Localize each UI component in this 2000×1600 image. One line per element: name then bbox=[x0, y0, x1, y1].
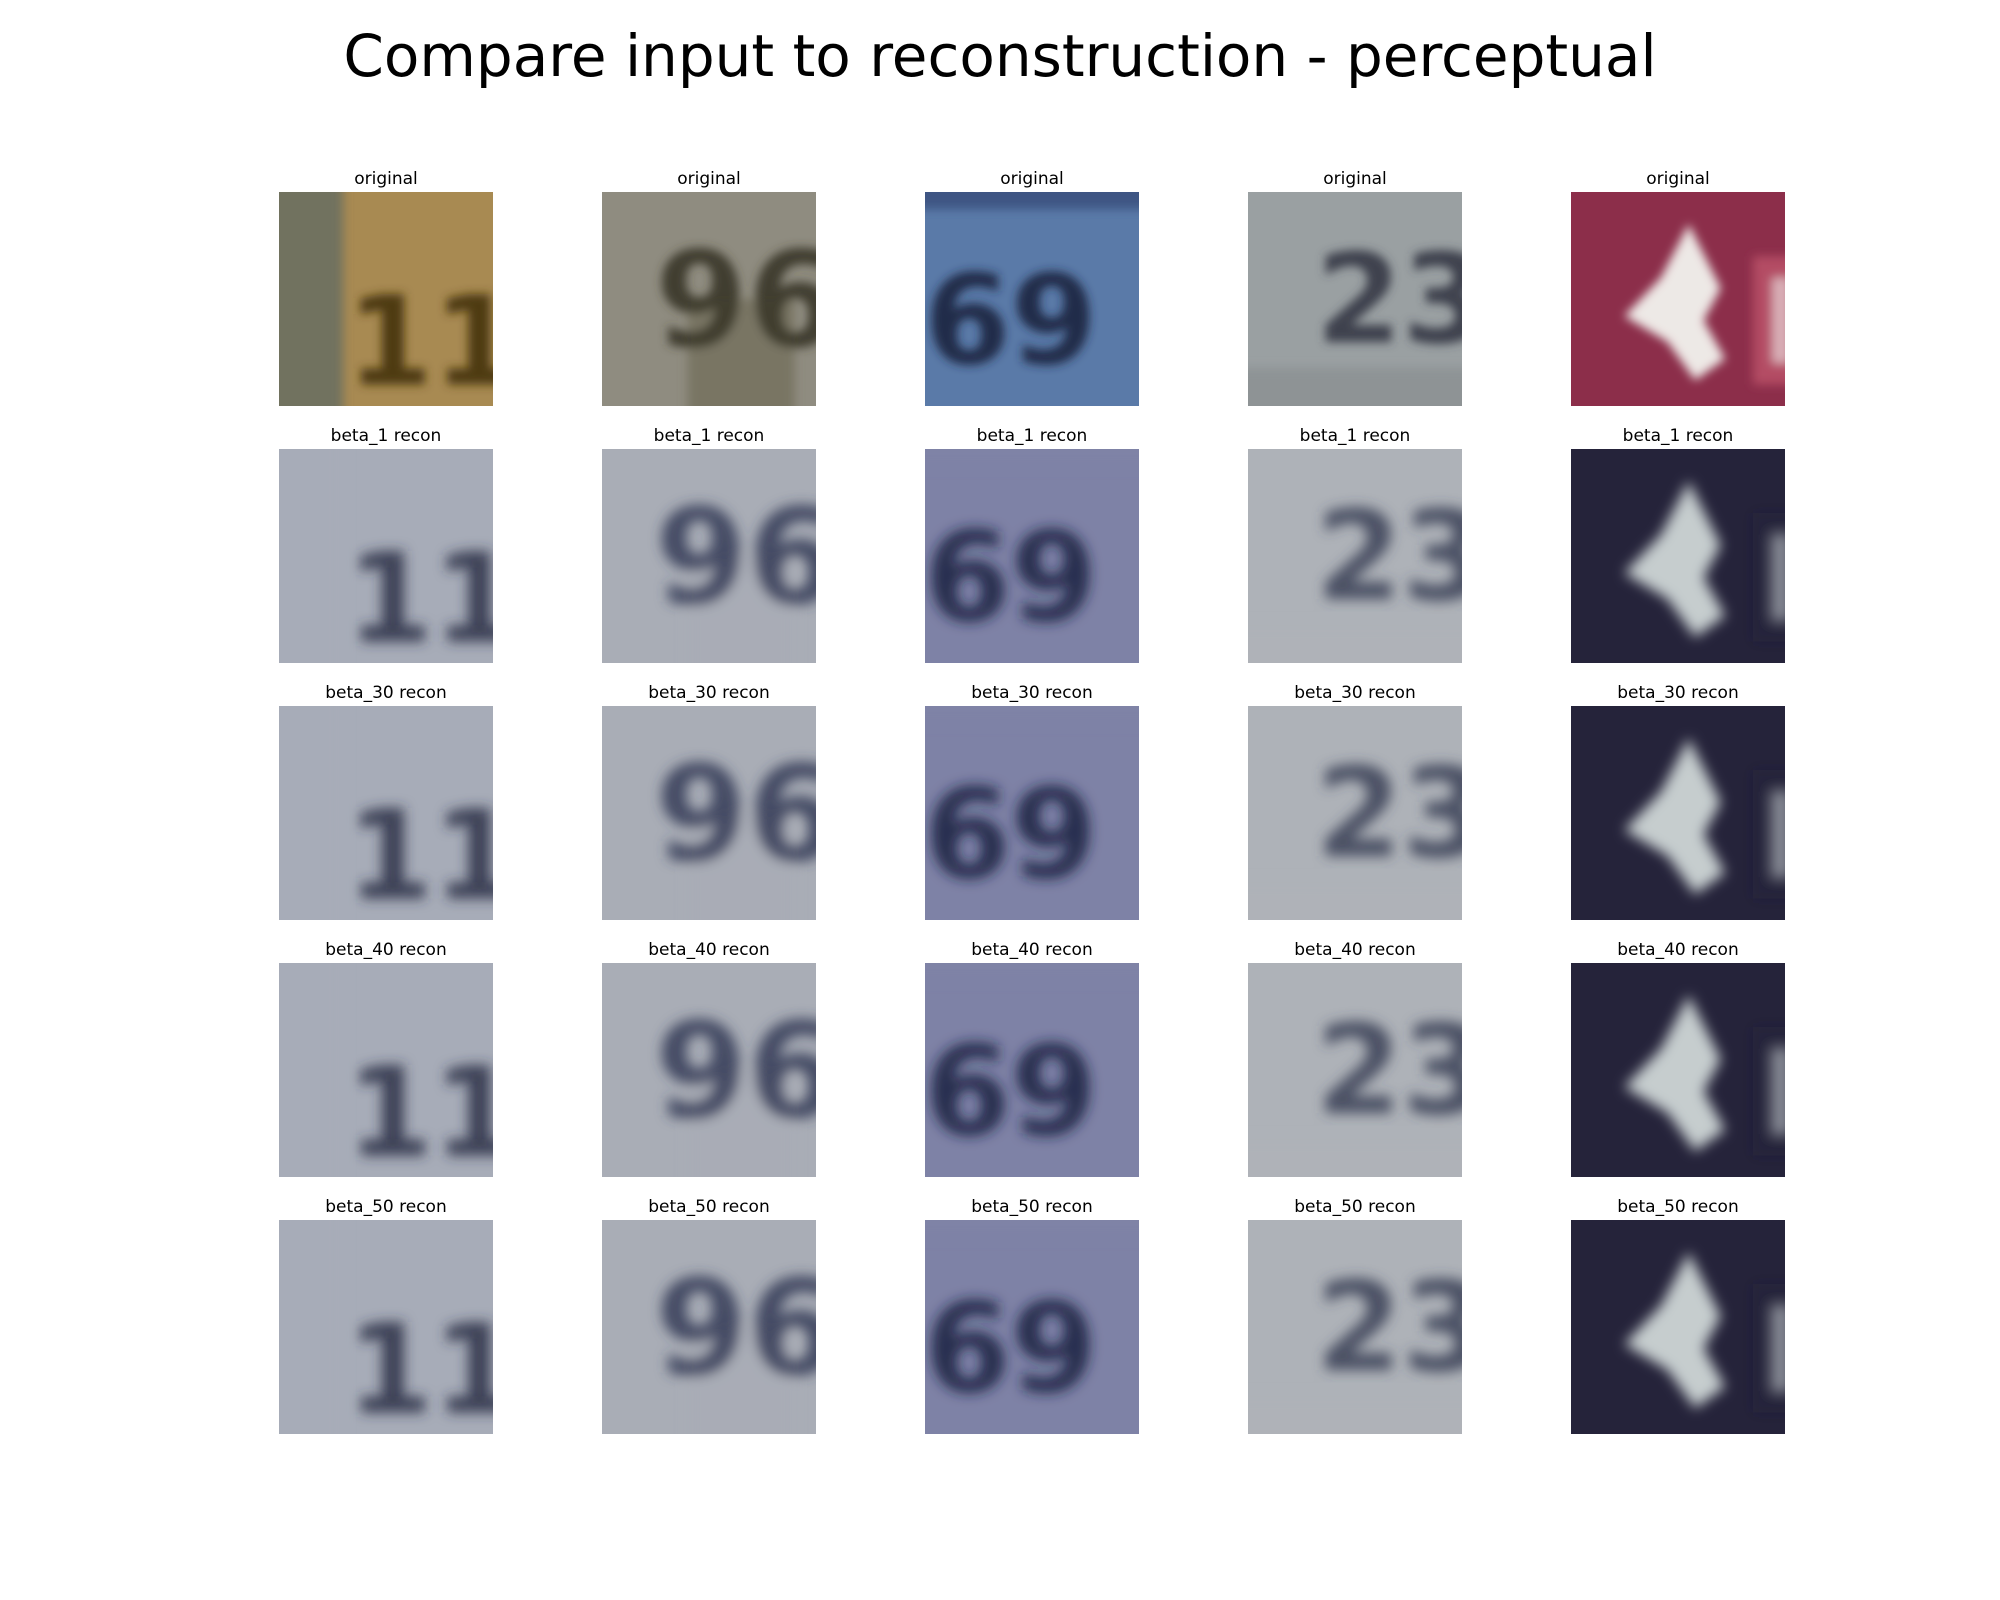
cell-title: beta_50 recon bbox=[971, 1197, 1093, 1217]
cell-title: beta_1 recon bbox=[330, 426, 442, 446]
cell-title: beta_50 recon bbox=[1294, 1197, 1416, 1217]
cell-title: beta_1 recon bbox=[1622, 426, 1734, 446]
reconstruction-image: 96 bbox=[602, 1220, 816, 1434]
reconstruction-image: 23 bbox=[1248, 1220, 1462, 1434]
reconstruction-image bbox=[1571, 963, 1785, 1177]
digit-glyph: 96 bbox=[655, 995, 816, 1149]
digit-glyph: 23 bbox=[1316, 999, 1462, 1143]
reconstruction-image: 96 bbox=[602, 449, 816, 663]
reconstruction-image: 11 bbox=[279, 449, 493, 663]
cell-title: beta_1 recon bbox=[976, 426, 1088, 446]
reconstruction-image: 11 bbox=[279, 1220, 493, 1434]
bright-blob bbox=[1624, 224, 1726, 381]
reconstruction-image: 69 bbox=[925, 963, 1139, 1177]
reconstruction-image bbox=[1571, 449, 1785, 663]
reconstruction-image: 23 bbox=[1248, 706, 1462, 920]
cell-title: original bbox=[1646, 169, 1710, 189]
digit-glyph: 69 bbox=[925, 763, 1097, 907]
cell-title: original bbox=[1323, 169, 1387, 189]
reconstruction-image: 23 bbox=[1248, 449, 1462, 663]
reconstruction-image: 69 bbox=[925, 706, 1139, 920]
cell-title: beta_50 recon bbox=[648, 1197, 770, 1217]
cell-title: beta_1 recon bbox=[1299, 426, 1411, 446]
digit-glyph: 69 bbox=[925, 1020, 1097, 1164]
reconstruction-image bbox=[1571, 1220, 1785, 1434]
cell-title: beta_30 recon bbox=[1617, 683, 1739, 703]
cell-title: beta_40 recon bbox=[971, 940, 1093, 960]
digit-glyph: 96 bbox=[655, 1252, 816, 1406]
digit-glyph: 23 bbox=[1316, 1256, 1462, 1400]
reconstruction-image: 23 bbox=[1248, 963, 1462, 1177]
reconstruction-image: 96 bbox=[602, 706, 816, 920]
digit-glyph: 11 bbox=[347, 1042, 493, 1177]
cell-title: beta_1 recon bbox=[653, 426, 765, 446]
digit-glyph: 96 bbox=[655, 738, 816, 892]
digit-glyph: 23 bbox=[1316, 228, 1462, 372]
digit-glyph: 11 bbox=[347, 1299, 493, 1434]
bright-blob bbox=[1624, 738, 1726, 895]
reconstruction-image: 11 bbox=[279, 963, 493, 1177]
original-image: 69 bbox=[925, 192, 1139, 406]
reconstruction-image: 11 bbox=[279, 706, 493, 920]
cell-title: beta_50 recon bbox=[325, 1197, 447, 1217]
digit-glyph: 11 bbox=[347, 528, 493, 663]
figure-title: Compare input to reconstruction - percep… bbox=[343, 22, 1657, 90]
original-image: 96 bbox=[602, 192, 816, 406]
digit-glyph: 69 bbox=[925, 249, 1097, 393]
cell-title: original bbox=[1000, 169, 1064, 189]
cell-title: original bbox=[354, 169, 418, 189]
reconstruction-image: 69 bbox=[925, 449, 1139, 663]
bright-blob bbox=[1624, 995, 1726, 1152]
digit-glyph: 11 bbox=[347, 271, 493, 406]
reconstruction-image: 96 bbox=[602, 963, 816, 1177]
original-image: 11 bbox=[279, 192, 493, 406]
original-image: 23 bbox=[1248, 192, 1462, 406]
cell-title: beta_30 recon bbox=[971, 683, 1093, 703]
cell-title: beta_30 recon bbox=[1294, 683, 1416, 703]
digit-glyph: 23 bbox=[1316, 742, 1462, 886]
digit-glyph: 69 bbox=[925, 506, 1097, 650]
bright-blob bbox=[1624, 481, 1726, 638]
bright-blob bbox=[1624, 1252, 1726, 1409]
cell-title: beta_50 recon bbox=[1617, 1197, 1739, 1217]
reconstruction-image bbox=[1571, 706, 1785, 920]
cell-title: beta_40 recon bbox=[1617, 940, 1739, 960]
reconstruction-image: 69 bbox=[925, 1220, 1139, 1434]
digit-glyph: 69 bbox=[925, 1277, 1097, 1421]
cell-title: original bbox=[677, 169, 741, 189]
digit-glyph: 96 bbox=[655, 481, 816, 635]
cell-title: beta_40 recon bbox=[648, 940, 770, 960]
original-image bbox=[1571, 192, 1785, 406]
digit-glyph: 11 bbox=[347, 785, 493, 920]
digit-glyph: 23 bbox=[1316, 485, 1462, 629]
digit-glyph: 96 bbox=[655, 224, 816, 378]
cell-title: beta_40 recon bbox=[1294, 940, 1416, 960]
cell-title: beta_40 recon bbox=[325, 940, 447, 960]
cell-title: beta_30 recon bbox=[325, 683, 447, 703]
cell-title: beta_30 recon bbox=[648, 683, 770, 703]
